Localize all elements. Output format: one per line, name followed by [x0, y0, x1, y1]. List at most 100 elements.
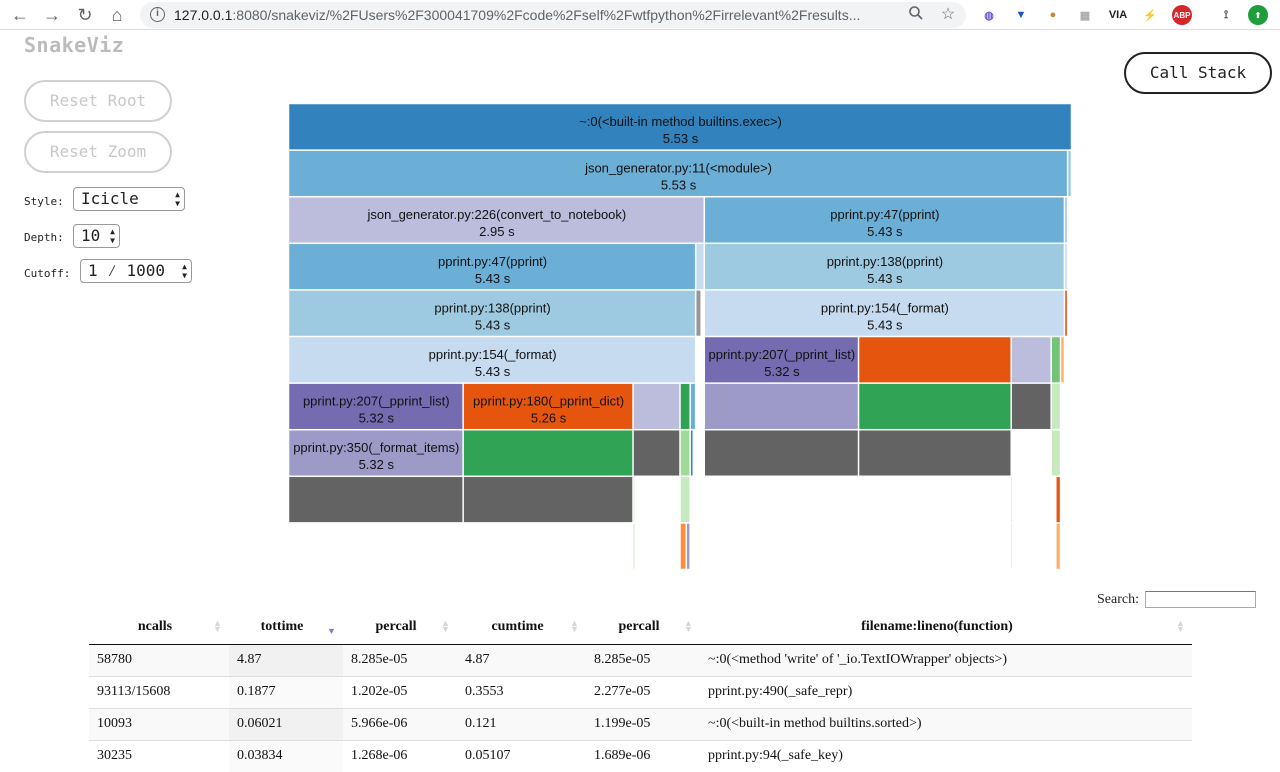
icicle-block[interactable] — [633, 476, 635, 523]
icicle-block[interactable] — [1056, 476, 1061, 523]
icicle-block-rect[interactable] — [704, 290, 1065, 337]
table-row[interactable]: 10093 0.06021 5.966e-06 0.121 1.199e-05 ~:0(<… — [89, 707, 1192, 740]
icicle-block[interactable] — [1064, 290, 1068, 337]
icicle-block-rect[interactable] — [858, 336, 1011, 383]
icicle-block-rect[interactable] — [288, 336, 696, 383]
icicle-block-rect[interactable] — [690, 383, 696, 430]
icicle-block-rect[interactable] — [633, 523, 635, 570]
icicle-block-rect[interactable] — [288, 476, 463, 523]
zoom-icon[interactable] — [906, 5, 926, 25]
bookmark-star-icon[interactable]: ☆ — [940, 6, 956, 23]
table-row[interactable]: 30235 0.03834 1.268e-06 0.05107 1.689e-06 ppr… — [89, 739, 1192, 772]
icicle-block-rect[interactable] — [1010, 523, 1013, 570]
icicle-block[interactable] — [1060, 336, 1065, 383]
search-input[interactable] — [1145, 591, 1256, 608]
icicle-block-rect[interactable] — [686, 523, 690, 570]
icicle-block[interactable] — [858, 429, 1011, 477]
icicle-block[interactable] — [1010, 476, 1013, 523]
icicle-block-rect[interactable] — [1056, 523, 1061, 570]
icicle-block-rect[interactable] — [1067, 150, 1072, 197]
icicle-block[interactable] — [690, 429, 694, 477]
sort-arrows-icon[interactable]: ▲▼ — [327, 626, 336, 636]
depth-select[interactable]: 10 ▲ ▼ — [73, 224, 120, 248]
sort-arrows-icon[interactable]: ▲▼ — [570, 618, 579, 634]
icicle-block-rect[interactable] — [1064, 196, 1068, 244]
icicle-block[interactable] — [288, 476, 463, 523]
ext-9-icon[interactable]: ⬆ — [1248, 5, 1268, 25]
icicle-block[interactable] — [633, 383, 680, 430]
icicle-block[interactable] — [680, 383, 690, 430]
icicle-block-rect[interactable] — [633, 429, 680, 477]
table-row[interactable]: 93113/15608 0.1877 1.202e-05 0.3553 2.277e-0… — [89, 675, 1192, 708]
icicle-block[interactable]: json_generator.py:226(convert_to_noteboo… — [288, 196, 705, 244]
icicle-block-rect[interactable] — [463, 429, 633, 477]
icicle-block[interactable] — [858, 336, 1011, 383]
icicle-block[interactable] — [704, 429, 859, 477]
icicle-block-rect[interactable] — [288, 150, 1068, 197]
reload-icon[interactable]: ↻ — [77, 4, 93, 25]
icicle-block[interactable] — [1011, 336, 1051, 383]
column-header[interactable]: ncalls ▲ ▼ — [89, 610, 229, 645]
column-header[interactable]: tottime ▲▼ — [229, 610, 343, 645]
icicle-block-rect[interactable] — [704, 336, 859, 383]
icicle-block-rect[interactable] — [704, 429, 859, 477]
column-header[interactable]: percall ▲ ▼ — [343, 610, 457, 645]
ext-1-icon[interactable]: ◍ — [984, 9, 994, 22]
icicle-block[interactable] — [1056, 523, 1061, 570]
icicle-block-rect[interactable] — [288, 103, 1072, 150]
address-bar[interactable]: i 127.0.0.1:8080/snakeviz/%2FUsers%2F300… — [140, 2, 966, 28]
icicle-block[interactable] — [633, 429, 680, 477]
icicle-block[interactable] — [680, 523, 687, 570]
icicle-block[interactable] — [1010, 523, 1013, 570]
reset-zoom-button[interactable]: Reset Zoom — [24, 131, 172, 173]
icicle-block-rect[interactable] — [288, 290, 696, 337]
icicle-block-rect[interactable] — [690, 429, 694, 477]
style-select[interactable]: Icicle ▲ ▼ — [73, 187, 185, 211]
icicle-block[interactable]: pprint.py:47(pprint) 5.43 s — [288, 243, 696, 290]
icicle-block-rect[interactable] — [1064, 290, 1068, 337]
table-row[interactable]: 58780 4.87 8.285e-05 4.87 8.285e-05 ~:0(<meth… — [89, 643, 1192, 676]
icicle-block-rect[interactable] — [1011, 383, 1051, 430]
ext-8-icon[interactable]: ⟟ — [1223, 8, 1229, 21]
icicle-block[interactable] — [1011, 383, 1051, 430]
home-icon[interactable]: ⌂ — [111, 4, 123, 25]
column-header[interactable]: cumtime ▲ ▼ — [457, 610, 586, 645]
icicle-block-rect[interactable] — [288, 196, 705, 244]
icicle-block-rect[interactable] — [680, 476, 690, 523]
icicle-block-rect[interactable] — [463, 383, 633, 430]
icicle-block[interactable]: json_generator.py:11(<module>) 5.53 s — [288, 150, 1068, 197]
icicle-block[interactable]: pprint.py:207(_pprint_list) 5.32 s — [704, 336, 859, 383]
column-header[interactable]: filename:lineno(function) ▲ ▼ — [700, 610, 1192, 645]
ext-5-icon[interactable]: VIA — [1108, 9, 1128, 21]
icicle-block-rect[interactable] — [704, 196, 1065, 244]
icicle-block[interactable] — [633, 523, 635, 570]
icicle-block[interactable]: pprint.py:138(pprint) 5.43 s — [288, 290, 696, 337]
icicle-block-rect[interactable] — [1010, 476, 1013, 523]
icicle-block-rect[interactable] — [858, 383, 1011, 430]
icicle-block-rect[interactable] — [695, 290, 701, 337]
icicle-block[interactable] — [1064, 243, 1068, 290]
icicle-block-rect[interactable] — [288, 243, 696, 290]
icicle-block[interactable] — [704, 383, 859, 430]
column-header[interactable]: percall ▲ ▼ — [586, 610, 700, 645]
icicle-block[interactable]: pprint.py:154(_format) 5.43 s — [704, 290, 1065, 337]
icicle-block-rect[interactable] — [288, 383, 463, 430]
sort-arrows-icon[interactable]: ▲▼ — [441, 618, 450, 634]
icicle-block-rect[interactable] — [858, 429, 1011, 477]
icicle-block[interactable]: pprint.py:207(_pprint_list) 5.32 s — [288, 383, 463, 430]
icicle-block-rect[interactable] — [1051, 336, 1061, 383]
call-stack-button[interactable]: Call Stack — [1124, 52, 1272, 94]
icicle-block[interactable] — [463, 429, 633, 477]
icicle-block[interactable] — [686, 523, 690, 570]
icicle-block-rect[interactable] — [704, 383, 859, 430]
icicle-block-rect[interactable] — [633, 476, 635, 523]
icicle-block[interactable]: pprint.py:350(_format_items) 5.32 s — [288, 429, 463, 477]
icicle-block[interactable] — [680, 476, 690, 523]
forward-arrow-icon[interactable]: → — [43, 4, 61, 25]
icicle-block[interactable] — [1051, 383, 1061, 430]
icicle-block[interactable] — [1067, 150, 1072, 197]
icicle-block-rect[interactable] — [463, 476, 633, 523]
icicle-block[interactable]: ~:0(<built-in method builtins.exec>) 5.53… — [288, 103, 1072, 150]
icicle-block[interactable] — [1064, 196, 1068, 244]
icicle-block-rect[interactable] — [680, 383, 690, 430]
